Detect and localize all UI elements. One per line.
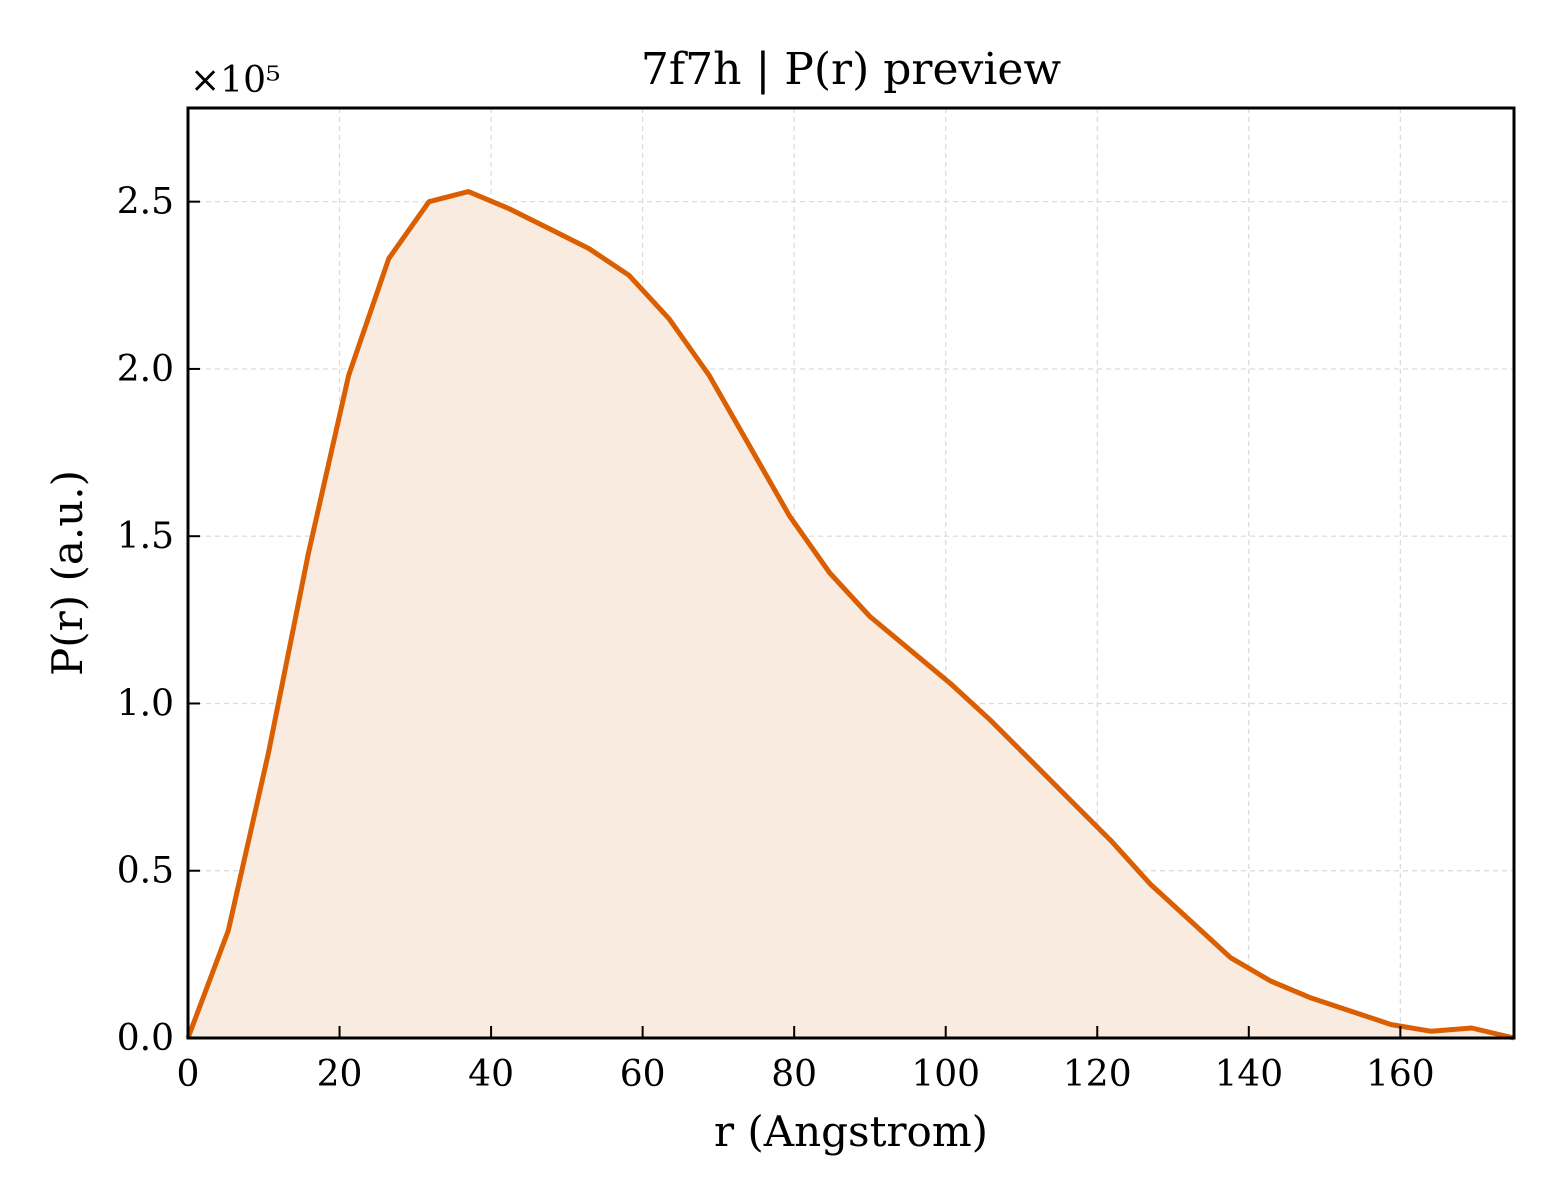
chart-title: 7f7h | P(r) preview: [641, 44, 1062, 95]
x-tick-label: 20: [317, 1054, 363, 1095]
y-axis-multiplier: ×10⁵: [190, 60, 280, 101]
y-tick-label: 2.5: [117, 182, 174, 223]
x-tick-label: 0: [177, 1054, 200, 1095]
x-tick-label: 140: [1214, 1054, 1283, 1095]
x-tick-label: 40: [468, 1054, 514, 1095]
data-layer: [185, 189, 1515, 1041]
y-tick-label: 0.5: [117, 851, 174, 892]
x-tick-label: 60: [620, 1054, 666, 1095]
series-area: [188, 191, 1514, 1039]
x-tick-label: 80: [771, 1054, 817, 1095]
plot-frame: [186, 106, 1516, 1040]
y-tick-label: 1.5: [117, 516, 174, 557]
x-axis-title: r (Angstrom): [714, 1107, 988, 1156]
y-axis-title: P(r) (a.u.): [43, 470, 92, 676]
x-tick-label: 120: [1063, 1054, 1132, 1095]
ticks: 0 20 40 60 80 100 120 140 160 0.0 0.5 1.0 1.5 2.0 2.5: [117, 182, 1435, 1095]
x-tick-label: 160: [1366, 1054, 1435, 1095]
y-tick-label: 2.0: [117, 349, 174, 390]
series-line: [185, 189, 1515, 1041]
y-tick-label: 0.0: [117, 1018, 174, 1059]
y-tick-label: 1.0: [117, 683, 174, 724]
x-tick-label: 100: [911, 1054, 980, 1095]
